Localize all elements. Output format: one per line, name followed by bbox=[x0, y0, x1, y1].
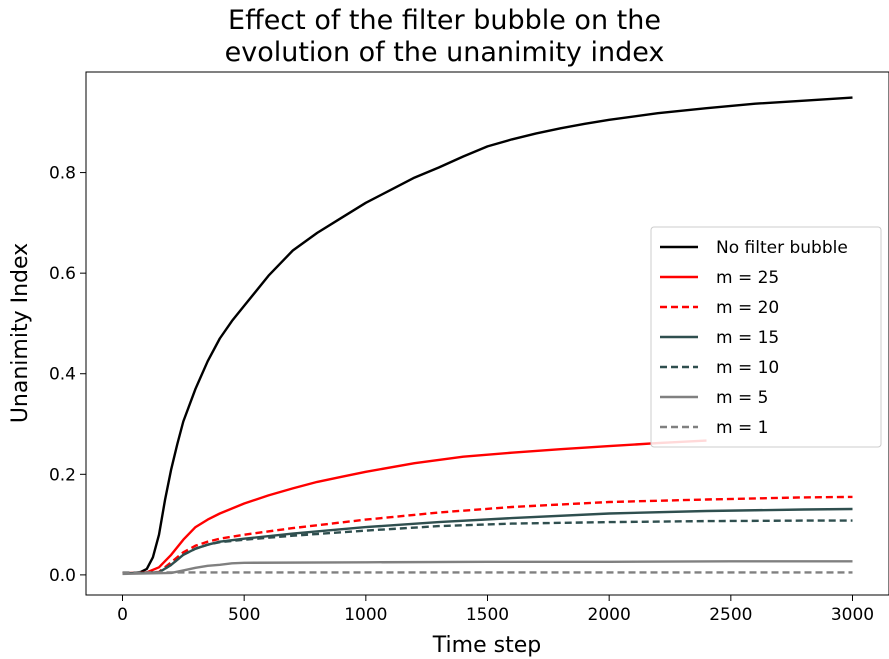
legend-box bbox=[650, 226, 882, 448]
legend-label: m = 20 bbox=[716, 298, 779, 318]
legend-label: m = 15 bbox=[716, 328, 779, 348]
x-tick-label: 1500 bbox=[466, 605, 509, 625]
series-line-6 bbox=[122, 560, 853, 576]
y-axis: 0.0 0.2 0.4 0.6 0.8 bbox=[49, 164, 86, 586]
x-tick-label: 2000 bbox=[588, 605, 631, 625]
series-line-3 bbox=[122, 495, 853, 575]
x-tick-label: 500 bbox=[228, 605, 260, 625]
y-axis-label: Unanimity Index bbox=[8, 243, 33, 423]
chart-title-line-1: Effect of the filter bubble on the bbox=[228, 5, 661, 36]
x-tick-label: 2500 bbox=[709, 605, 752, 625]
y-tick-label: 0.6 bbox=[49, 264, 76, 284]
legend: No filter bubble m = 25 m = 20 m = 15 m = 10… bbox=[650, 226, 882, 448]
series-line-2 bbox=[122, 439, 707, 575]
series-line-5 bbox=[122, 519, 853, 575]
x-tick-label: 0 bbox=[117, 605, 128, 625]
x-tick-label: 1000 bbox=[344, 605, 387, 625]
series-line-1 bbox=[122, 96, 853, 575]
x-tick-label: 3000 bbox=[831, 605, 874, 625]
legend-label: m = 1 bbox=[716, 418, 768, 438]
y-tick-label: 0.2 bbox=[49, 465, 76, 485]
legend-label: m = 25 bbox=[716, 268, 779, 288]
chart-title-line-2: evolution of the unanimity index bbox=[224, 37, 665, 68]
y-tick-label: 0.4 bbox=[49, 365, 76, 385]
legend-label: No filter bubble bbox=[716, 238, 848, 258]
legend-label: m = 5 bbox=[716, 388, 768, 408]
x-axis-label: Time step bbox=[432, 633, 541, 658]
legend-label: m = 10 bbox=[716, 358, 779, 378]
series-layer bbox=[122, 96, 853, 576]
y-tick-label: 0.0 bbox=[49, 566, 76, 586]
y-tick-label: 0.8 bbox=[49, 164, 76, 184]
x-axis: 0 500 1000 1500 2000 2500 3000 bbox=[117, 595, 874, 625]
